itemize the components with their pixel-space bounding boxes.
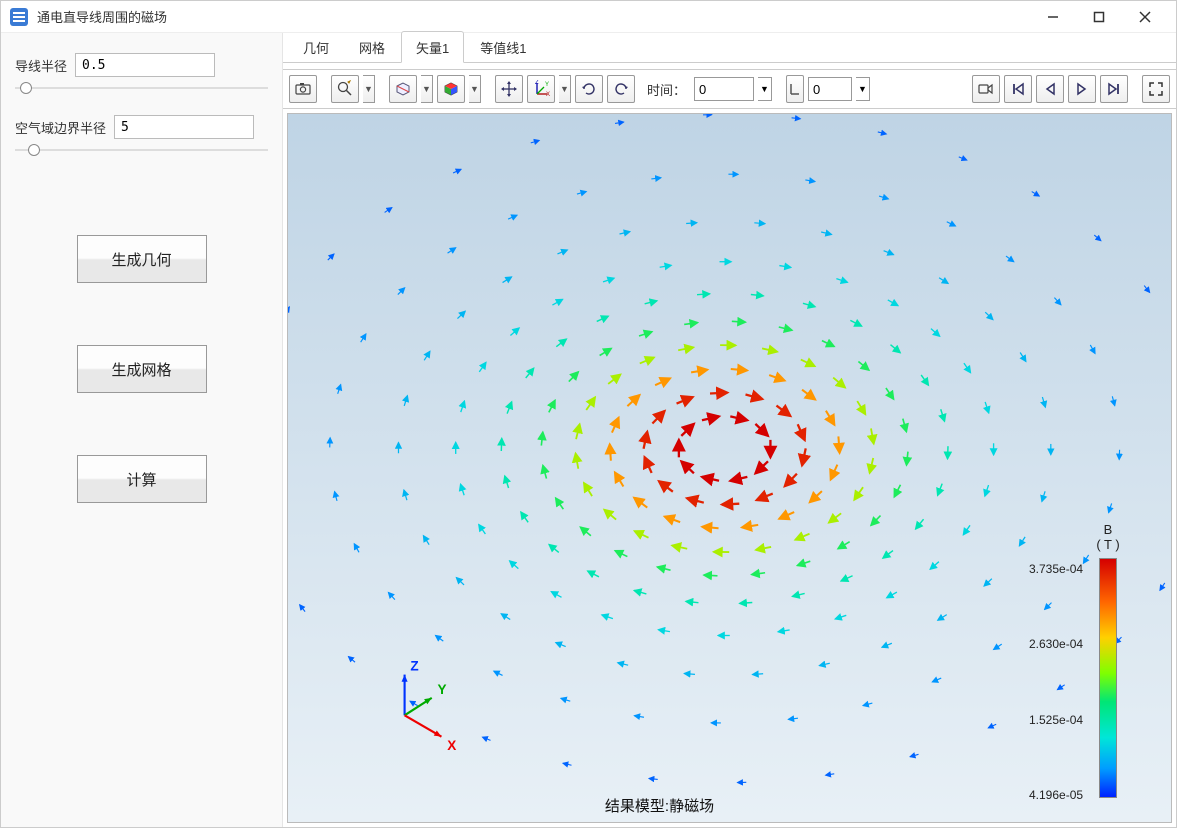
rotate-ccw-icon[interactable] [575, 75, 603, 103]
legend-tick: 3.735e-04 [1029, 562, 1099, 576]
legend-tick: 4.196e-05 [1029, 788, 1099, 802]
param-input-0[interactable] [75, 53, 215, 77]
legend-title: B [1063, 522, 1153, 537]
zoom-icon[interactable] [331, 75, 359, 103]
axes-dropdown[interactable]: ▼ [559, 75, 571, 103]
window-title: 通电直导线周围的磁场 [37, 7, 1030, 26]
tab-bar: 几何网格矢量1等值线1 [283, 33, 1176, 63]
compute-button[interactable]: 计算 [77, 455, 207, 503]
fullscreen-icon[interactable] [1142, 75, 1170, 103]
legend-tick: 2.630e-04 [1029, 637, 1099, 651]
colormap-dropdown[interactable]: ▼ [469, 75, 481, 103]
gen-geom-button[interactable]: 生成几何 [77, 235, 207, 283]
svg-text:Y: Y [438, 682, 447, 697]
legend-unit: ( T ) [1063, 537, 1153, 552]
viz-toolbar: ▼ ▼ ▼ ZYX ▼ 时间： 0▼ 0▼ [283, 69, 1176, 109]
viz-caption: 结果模型:静磁场 [288, 795, 1031, 816]
close-button[interactable] [1122, 2, 1168, 32]
time-label: 时间： [647, 80, 686, 99]
window-controls [1030, 2, 1168, 32]
color-legend: B ( T ) 3.735e-042.630e-041.525e-044.196… [1063, 522, 1153, 804]
svg-text:Z: Z [535, 80, 539, 86]
zoom-dropdown[interactable]: ▼ [363, 75, 375, 103]
rotate-cw-icon[interactable] [607, 75, 635, 103]
clip-icon[interactable] [389, 75, 417, 103]
clip-dropdown[interactable]: ▼ [421, 75, 433, 103]
skip-start-icon[interactable] [1004, 75, 1032, 103]
skip-end-icon[interactable] [1100, 75, 1128, 103]
svg-text:X: X [447, 738, 456, 753]
tab-mesh[interactable]: 网格 [345, 32, 399, 62]
param-label: 空气域边界半径 [15, 118, 106, 137]
param-label: 导线半径 [15, 56, 67, 75]
title-bar: 通电直导线周围的磁场 [1, 1, 1176, 33]
camera-icon[interactable] [289, 75, 317, 103]
play-icon[interactable] [1068, 75, 1096, 103]
maximize-button[interactable] [1076, 2, 1122, 32]
frame-step-icon[interactable] [786, 75, 804, 103]
app-icon [9, 7, 29, 27]
frame-dropdown[interactable]: ▼ [856, 77, 870, 101]
step-back-icon[interactable] [1036, 75, 1064, 103]
tab-vector1[interactable]: 矢量1 [401, 31, 464, 63]
pan-icon[interactable] [495, 75, 523, 103]
tab-contour1[interactable]: 等值线1 [466, 32, 540, 62]
legend-bar [1099, 558, 1117, 798]
gen-mesh-button[interactable]: 生成网格 [77, 345, 207, 393]
frame-field[interactable]: 0 [808, 77, 852, 101]
param-input-1[interactable] [114, 115, 254, 139]
colormap-icon[interactable] [437, 75, 465, 103]
svg-text:Z: Z [410, 659, 418, 674]
time-field[interactable]: 0 [694, 77, 754, 101]
minimize-button[interactable] [1030, 2, 1076, 32]
time-dropdown[interactable]: ▼ [758, 77, 772, 101]
axes-icon[interactable]: ZYX [527, 75, 555, 103]
sidebar: 导线半径 空气域边界半径 生成几何生成网格计算 [1, 33, 283, 827]
visualization-canvas[interactable]: ZYX B ( T ) 3.735e-042.630e-041.525e-044… [287, 113, 1172, 823]
svg-text:Y: Y [545, 82, 549, 88]
legend-tick: 1.525e-04 [1029, 713, 1099, 727]
param-slider-0[interactable] [15, 83, 268, 93]
record-icon[interactable] [972, 75, 1000, 103]
svg-text:X: X [546, 92, 550, 98]
param-slider-1[interactable] [15, 145, 268, 155]
tab-geometry[interactable]: 几何 [289, 32, 343, 62]
